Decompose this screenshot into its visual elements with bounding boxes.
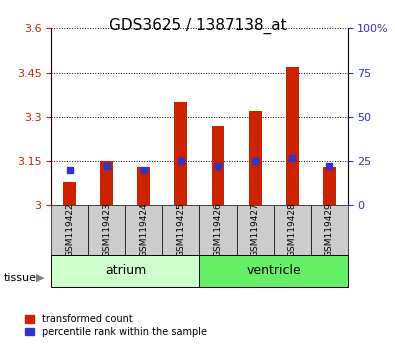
Bar (323, 167, 336, 205)
Legend: transformed count, percentile rank within the sample: transformed count, percentile rank withi… (24, 314, 207, 337)
Bar (248, 111, 261, 205)
FancyBboxPatch shape (274, 205, 310, 255)
Text: tissue: tissue (4, 273, 37, 283)
Text: GSM119427: GSM119427 (250, 203, 260, 257)
FancyBboxPatch shape (126, 205, 162, 255)
FancyBboxPatch shape (199, 205, 237, 255)
Text: GSM119426: GSM119426 (213, 203, 222, 257)
Bar (211, 126, 224, 205)
Text: GSM119428: GSM119428 (288, 203, 297, 257)
Bar (137, 167, 150, 205)
Bar (286, 67, 299, 205)
Text: GDS3625 / 1387138_at: GDS3625 / 1387138_at (109, 18, 286, 34)
Bar (175, 102, 188, 205)
FancyBboxPatch shape (310, 205, 348, 255)
FancyBboxPatch shape (88, 205, 126, 255)
FancyBboxPatch shape (51, 205, 88, 255)
Bar (63, 182, 76, 205)
Text: ventricle: ventricle (246, 264, 301, 277)
Text: GSM119425: GSM119425 (177, 203, 186, 257)
Text: GSM119429: GSM119429 (325, 203, 334, 257)
Bar (100, 161, 113, 205)
FancyBboxPatch shape (162, 205, 199, 255)
FancyBboxPatch shape (237, 205, 274, 255)
Text: ▶: ▶ (36, 273, 44, 283)
FancyBboxPatch shape (199, 255, 348, 287)
Text: GSM119423: GSM119423 (102, 203, 111, 257)
Text: GSM119422: GSM119422 (65, 203, 74, 257)
Text: GSM119424: GSM119424 (139, 203, 149, 257)
Text: atrium: atrium (105, 264, 146, 277)
FancyBboxPatch shape (51, 255, 199, 287)
